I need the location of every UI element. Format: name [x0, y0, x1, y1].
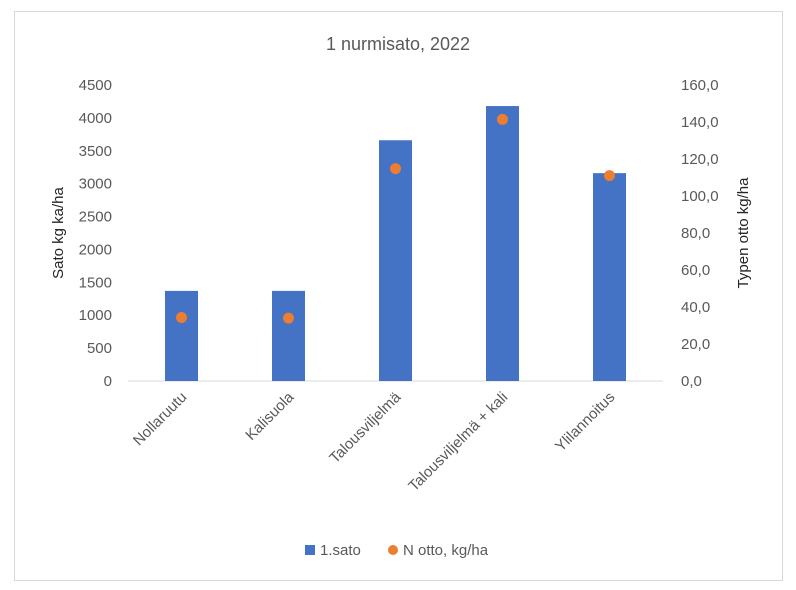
bar	[165, 290, 198, 381]
y-right-tick-label: 20,0	[681, 336, 710, 353]
y-right-tick-label: 60,0	[681, 262, 710, 279]
x-tick-label: Talousviljelmä + kali	[405, 389, 511, 495]
legend-swatch-bar	[305, 545, 315, 555]
scatter-point	[390, 163, 401, 175]
y-left-tick-label: 2500	[79, 209, 112, 226]
y-left-tick-label: 4000	[79, 110, 112, 127]
x-tick-label: Ylilannoitus	[552, 389, 618, 455]
y-right-tick-label: 160,0	[681, 77, 719, 94]
y-left-tick-label: 0	[104, 373, 112, 390]
y-right-tick-label: 40,0	[681, 299, 710, 316]
legend-label-bar: 1.sato	[320, 542, 361, 559]
y-left-tick-label: 4500	[79, 77, 112, 94]
legend: 1.sato N otto, kg/ha	[305, 542, 489, 559]
y-left-tick-label: 3500	[79, 143, 112, 160]
y-left-tick-label: 1000	[79, 307, 112, 324]
x-tick-label: Kalisuola	[242, 388, 298, 444]
bar	[486, 106, 519, 381]
x-tick-label: Nollaruutu	[130, 389, 190, 449]
y-left-tick-label: 2000	[79, 241, 112, 258]
scatter-point	[604, 170, 615, 182]
legend-label-dot: N otto, kg/ha	[403, 542, 489, 559]
y-right-tick-label: 100,0	[681, 188, 719, 205]
y-left-tick-label: 3000	[79, 176, 112, 193]
bar	[593, 173, 626, 381]
scatter-point	[176, 312, 187, 324]
plot-area: 0 500 1000 1500 2000 2500 3000 3500 4000 4500 0,0 2…	[79, 77, 719, 495]
bar	[379, 140, 412, 381]
scatter-point	[497, 113, 508, 125]
y-axis-left-title: Sato kg ka/ha	[50, 186, 67, 278]
chart-title: 1 nurmisato, 2022	[326, 34, 470, 54]
y-left-tick-label: 500	[87, 340, 112, 357]
y-axis-right-title: Typen otto kg/ha	[735, 177, 752, 289]
bar	[272, 290, 305, 381]
x-tick-label: Talousviljelmä	[326, 388, 405, 467]
y-left-tick-label: 1500	[79, 274, 112, 291]
y-right-tick-label: 140,0	[681, 114, 719, 131]
y-right-tick-label: 0,0	[681, 373, 702, 390]
y-right-tick-label: 80,0	[681, 225, 710, 242]
legend-swatch-dot	[388, 545, 398, 555]
y-right-tick-label: 120,0	[681, 151, 719, 168]
scatter-point	[283, 312, 294, 324]
